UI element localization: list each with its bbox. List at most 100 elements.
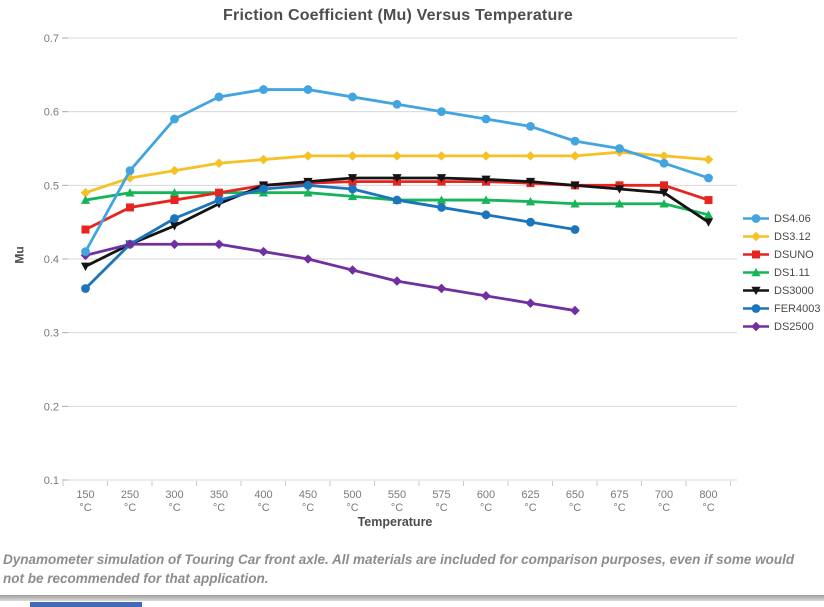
data-point-DS3.12[interactable] <box>481 151 491 161</box>
data-point-DS2500[interactable] <box>303 254 313 264</box>
data-point-DS4.06[interactable] <box>704 173 713 183</box>
data-point-DS4.06[interactable] <box>170 114 179 124</box>
data-point-DS2500[interactable] <box>525 298 536 308</box>
data-point-DS1.11[interactable] <box>703 210 714 219</box>
data-point-DS1.11[interactable] <box>436 195 447 204</box>
data-point-DS1.11[interactable] <box>303 188 313 197</box>
data-point-DS3.12[interactable] <box>303 151 313 161</box>
data-point-DS1.11[interactable] <box>125 188 135 197</box>
data-point-DSUNO[interactable] <box>81 225 90 234</box>
data-point-DS3.12[interactable] <box>214 158 224 169</box>
data-point-DS4.06[interactable] <box>81 247 90 257</box>
data-point-DS4.06[interactable] <box>125 166 135 176</box>
data-point-DS3.12[interactable] <box>570 151 580 161</box>
legend-circle-icon <box>743 304 769 313</box>
data-point-FER4003[interactable] <box>214 195 224 205</box>
data-point-DS4.06[interactable] <box>659 158 669 168</box>
data-point-DS1.11[interactable] <box>614 199 625 208</box>
data-point-DS3.12[interactable] <box>659 151 669 161</box>
data-point-FER4003[interactable] <box>526 217 535 227</box>
data-point-DSUNO <box>752 250 760 259</box>
data-point-DS4.06[interactable] <box>481 114 491 124</box>
legend-item-DS4.06[interactable]: DS4.06 <box>742 211 820 226</box>
data-point-FER4003[interactable] <box>570 225 580 234</box>
data-point-DS1.11[interactable] <box>347 191 358 201</box>
data-point-FER4003[interactable] <box>392 195 402 205</box>
x-tick-label: 600 °C <box>477 489 495 514</box>
data-point-FER4003[interactable] <box>437 203 446 212</box>
data-point-DS3.12[interactable] <box>525 151 536 161</box>
data-point-FER4003[interactable] <box>81 284 90 293</box>
data-point-DS4.06[interactable] <box>526 122 535 131</box>
data-point-FER4003[interactable] <box>259 184 268 194</box>
data-point-DS3.12[interactable] <box>347 151 358 161</box>
legend-item-FER4003[interactable]: FER4003 <box>742 301 820 316</box>
data-point-DS2500[interactable] <box>347 265 358 275</box>
legend-item-DS3000[interactable]: DS3000 <box>742 283 820 298</box>
data-point-DS3.12[interactable] <box>703 154 714 165</box>
data-point-DS1.11[interactable] <box>169 188 180 197</box>
data-point-FER4003[interactable] <box>348 184 357 194</box>
data-point-DS1.11[interactable] <box>659 199 669 208</box>
data-point-DS3000[interactable] <box>169 222 180 231</box>
data-point-DS2500[interactable] <box>125 239 135 250</box>
data-point-DS4.06[interactable] <box>392 99 402 109</box>
data-point-DS4.06 <box>751 214 761 223</box>
legend-item-DSUNO[interactable]: DSUNO <box>742 247 820 262</box>
data-point-DS2500[interactable] <box>258 246 269 257</box>
data-point-DS3.12[interactable] <box>392 151 402 161</box>
data-point-DSUNO[interactable] <box>704 196 713 205</box>
data-point-DS3000[interactable] <box>659 188 669 198</box>
data-point-DS4.06[interactable] <box>615 144 624 153</box>
data-point-DS4.06[interactable] <box>348 92 357 102</box>
x-tick-label: 300 °C <box>165 489 183 514</box>
data-point-DS4.06[interactable] <box>570 136 580 146</box>
data-point-DS1.11[interactable] <box>80 195 91 204</box>
data-point-DS3000[interactable] <box>436 174 447 183</box>
x-tick-label: 500 °C <box>343 489 361 514</box>
legend-item-DS2500[interactable]: DS2500 <box>742 319 820 334</box>
data-point-DS3.12[interactable] <box>80 187 91 198</box>
data-point-DS2500[interactable] <box>214 239 224 250</box>
data-point-DS3000[interactable] <box>481 175 491 185</box>
data-point-DS2500[interactable] <box>481 291 491 301</box>
data-point-DS2500[interactable] <box>169 239 180 250</box>
data-point-DS3000[interactable] <box>392 174 402 183</box>
data-point-DS1.11[interactable] <box>525 196 536 206</box>
data-point-DS3000[interactable] <box>525 177 536 187</box>
series-line-DS2500 <box>84 242 577 312</box>
data-point-DS4.06[interactable] <box>214 92 224 102</box>
data-point-DS3000[interactable] <box>80 262 91 271</box>
data-point-DSUNO[interactable] <box>215 188 223 197</box>
legend-circle-icon <box>743 214 769 223</box>
data-point-DS2500[interactable] <box>570 305 580 316</box>
data-point-DS3.12[interactable] <box>436 151 447 161</box>
data-point-FER4003[interactable] <box>170 214 179 223</box>
data-point-DS1.11[interactable] <box>570 199 580 208</box>
data-point-DS3.12[interactable] <box>258 154 269 165</box>
data-point-DSUNO[interactable] <box>170 196 179 205</box>
data-point-DS3000[interactable] <box>614 185 625 194</box>
data-point-DS2500[interactable] <box>392 276 402 286</box>
legend-diamond-icon <box>743 321 769 332</box>
data-point-DSUNO[interactable] <box>660 181 668 190</box>
data-point-DS1.11[interactable] <box>481 195 491 204</box>
y-tick-label: 0.5 <box>44 180 59 192</box>
data-point-DS3000[interactable] <box>347 174 358 183</box>
data-point-DS3000[interactable] <box>570 181 580 190</box>
chart-caption: Dynamometer simulation of Touring Car fr… <box>3 552 795 587</box>
data-point-FER4003[interactable] <box>481 210 491 220</box>
data-point-DS3.12[interactable] <box>169 165 180 176</box>
legend-item-DS1.11[interactable]: DS1.11 <box>742 265 820 280</box>
chart-legend: DS4.06 DS3.12 DSUNO DS1.11 DS3000 FER4003 DS25… <box>742 211 820 334</box>
data-point-DS4.06[interactable] <box>437 107 446 117</box>
legend-label: DS3000 <box>774 284 814 297</box>
data-point-DS4.06[interactable] <box>303 85 313 94</box>
legend-item-DS3.12[interactable]: DS3.12 <box>742 229 820 244</box>
data-point-DS3000[interactable] <box>703 218 714 227</box>
data-point-DSUNO[interactable] <box>126 203 134 212</box>
data-point-DS4.06[interactable] <box>259 85 268 94</box>
data-point-FER4003[interactable] <box>303 180 313 190</box>
data-point-DS2500[interactable] <box>436 283 447 294</box>
legend-diamond-icon <box>743 231 769 242</box>
